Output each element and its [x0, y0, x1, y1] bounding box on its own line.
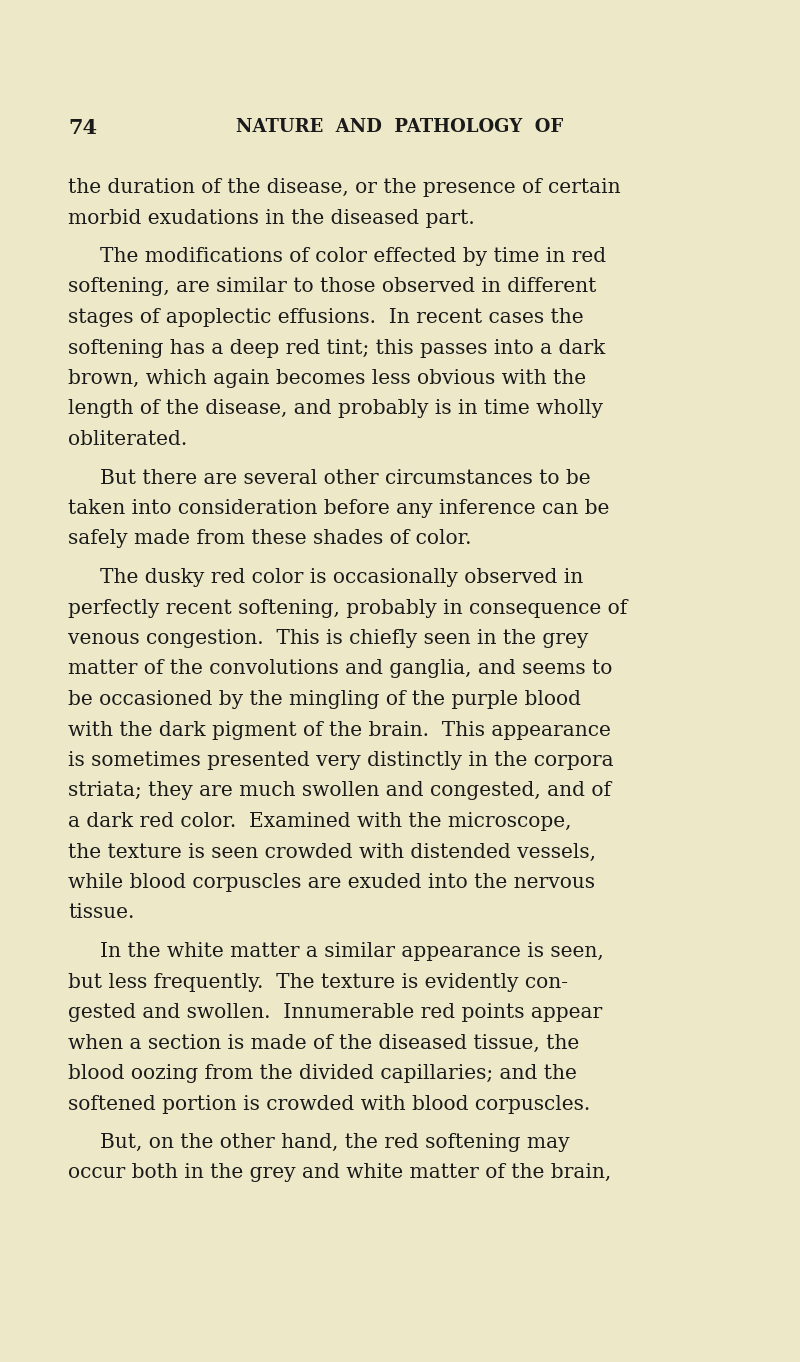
- Text: venous congestion.  This is chiefly seen in the grey: venous congestion. This is chiefly seen …: [68, 629, 588, 648]
- Text: matter of the convolutions and ganglia, and seems to: matter of the convolutions and ganglia, …: [68, 659, 612, 678]
- Text: perfectly recent softening, probably in consequence of: perfectly recent softening, probably in …: [68, 598, 627, 617]
- Text: tissue.: tissue.: [68, 903, 134, 922]
- Text: while blood corpuscles are exuded into the nervous: while blood corpuscles are exuded into t…: [68, 873, 595, 892]
- Text: be occasioned by the mingling of the purple blood: be occasioned by the mingling of the pur…: [68, 691, 581, 710]
- Text: morbid exudations in the diseased part.: morbid exudations in the diseased part.: [68, 208, 474, 227]
- Text: In the white matter a similar appearance is seen,: In the white matter a similar appearance…: [100, 943, 604, 962]
- Text: obliterated.: obliterated.: [68, 430, 187, 449]
- Text: a dark red color.  Examined with the microscope,: a dark red color. Examined with the micr…: [68, 812, 571, 831]
- Text: the duration of the disease, or the presence of certain: the duration of the disease, or the pres…: [68, 178, 621, 197]
- Text: the texture is seen crowded with distended vessels,: the texture is seen crowded with distend…: [68, 843, 596, 862]
- Text: softening has a deep red tint; this passes into a dark: softening has a deep red tint; this pass…: [68, 339, 606, 357]
- Text: taken into consideration before any inference can be: taken into consideration before any infe…: [68, 498, 610, 518]
- Text: But, on the other hand, the red softening may: But, on the other hand, the red softenin…: [100, 1133, 570, 1152]
- Text: is sometimes presented very distinctly in the corpora: is sometimes presented very distinctly i…: [68, 750, 614, 770]
- Text: NATURE  AND  PATHOLOGY  OF: NATURE AND PATHOLOGY OF: [236, 118, 564, 136]
- Text: brown, which again becomes less obvious with the: brown, which again becomes less obvious …: [68, 369, 586, 388]
- Text: blood oozing from the divided capillaries; and the: blood oozing from the divided capillarie…: [68, 1064, 577, 1083]
- Text: with the dark pigment of the brain.  This appearance: with the dark pigment of the brain. This…: [68, 720, 611, 740]
- Text: but less frequently.  The texture is evidently con-: but less frequently. The texture is evid…: [68, 972, 568, 992]
- Text: softened portion is crowded with blood corpuscles.: softened portion is crowded with blood c…: [68, 1095, 590, 1114]
- Text: The dusky red color is occasionally observed in: The dusky red color is occasionally obse…: [100, 568, 583, 587]
- Text: when a section is made of the diseased tissue, the: when a section is made of the diseased t…: [68, 1034, 579, 1053]
- Text: The modifications of color effected by time in red: The modifications of color effected by t…: [100, 247, 606, 266]
- Text: gested and swollen.  Innumerable red points appear: gested and swollen. Innumerable red poin…: [68, 1002, 602, 1022]
- Text: softening, are similar to those observed in different: softening, are similar to those observed…: [68, 278, 596, 297]
- Text: striata; they are much swollen and congested, and of: striata; they are much swollen and conge…: [68, 782, 611, 801]
- Text: But there are several other circumstances to be: But there are several other circumstance…: [100, 469, 590, 488]
- Text: length of the disease, and probably is in time wholly: length of the disease, and probably is i…: [68, 399, 603, 418]
- Text: stages of apoplectic effusions.  In recent cases the: stages of apoplectic effusions. In recen…: [68, 308, 584, 327]
- Text: 74: 74: [68, 118, 97, 138]
- Text: occur both in the grey and white matter of the brain,: occur both in the grey and white matter …: [68, 1163, 611, 1182]
- Text: safely made from these shades of color.: safely made from these shades of color.: [68, 530, 471, 549]
